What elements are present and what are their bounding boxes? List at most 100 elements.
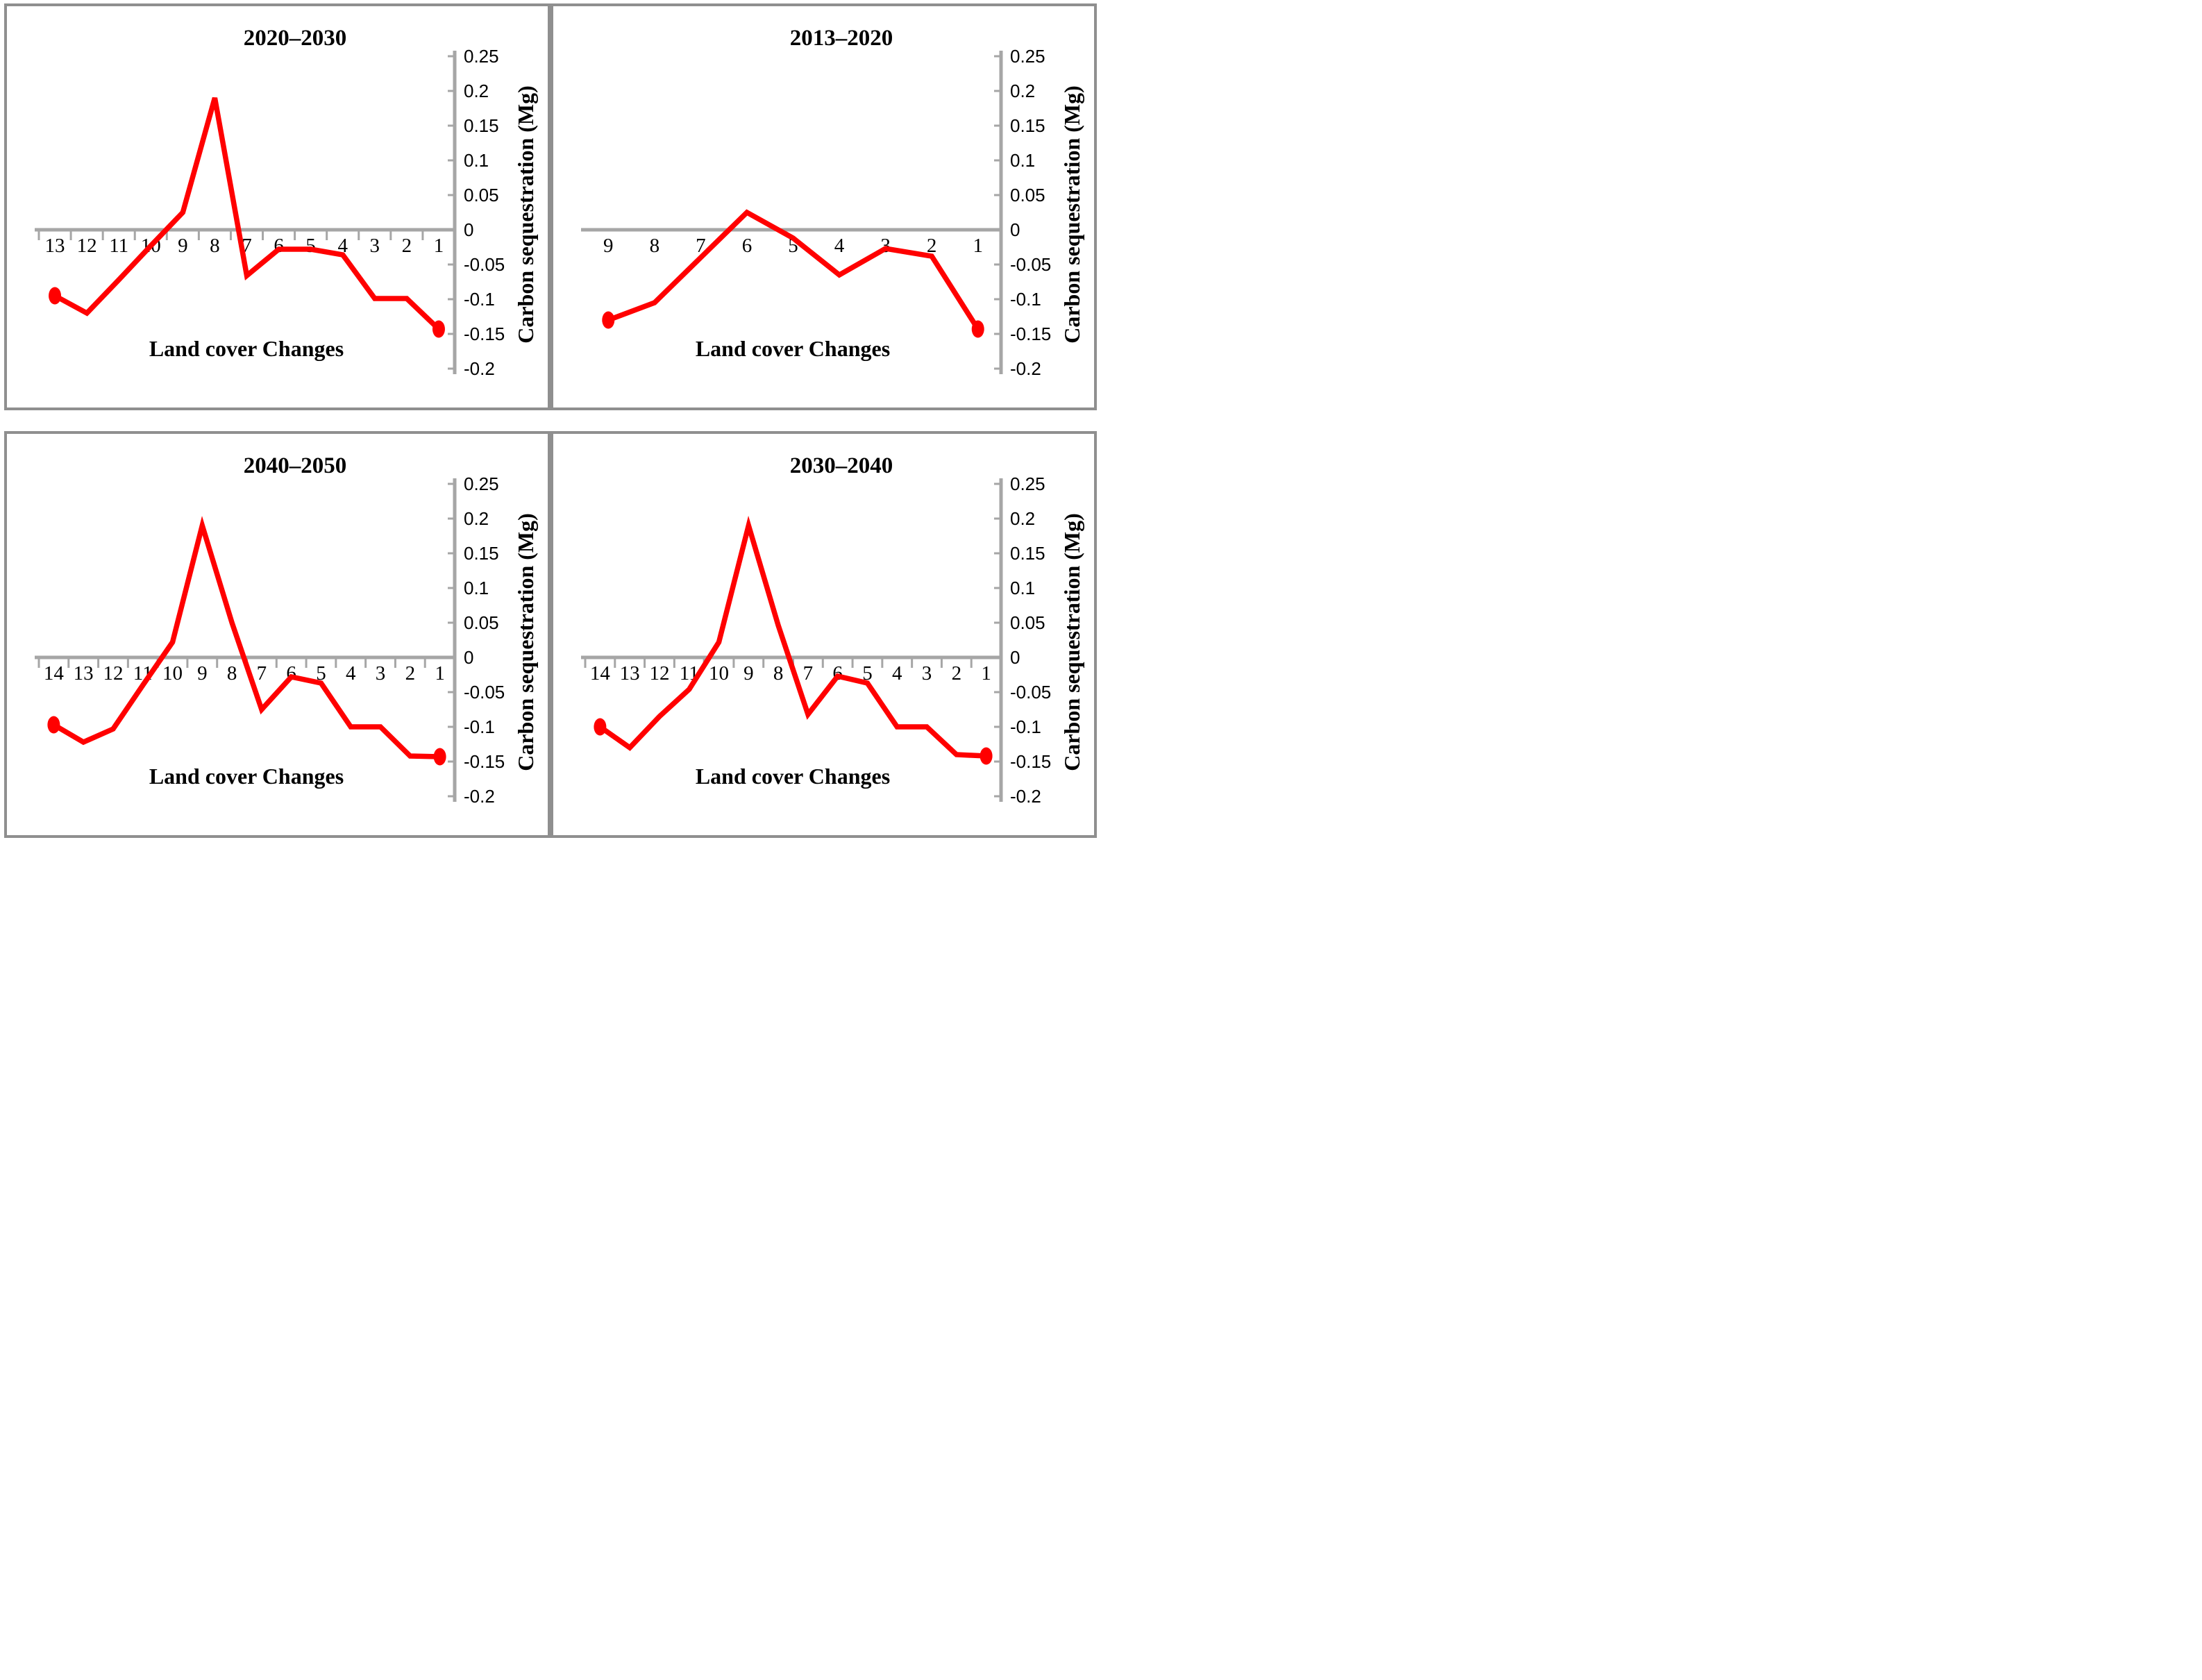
- x-tick-label: 8: [773, 662, 784, 684]
- x-axis-title: Land cover Changes: [696, 336, 890, 361]
- x-tick-label: 5: [862, 662, 873, 684]
- x-tick-label: 2: [402, 235, 412, 257]
- x-tick-label: 1: [981, 662, 991, 684]
- y-tick-label: -0.1: [1010, 716, 1041, 737]
- y-tick-label: 0.2: [464, 81, 489, 101]
- x-axis-title: Land cover Changes: [696, 764, 890, 789]
- x-tick-label: 8: [650, 235, 660, 257]
- endpoint-marker: [433, 748, 446, 766]
- x-tick-label: 9: [603, 235, 614, 257]
- y-axis-title: Carbon sequestration (Mg): [513, 85, 538, 344]
- x-tick-label: 4: [346, 662, 356, 684]
- x-axis-title: Land cover Changes: [149, 764, 344, 789]
- page: 2020–2030 13 12 11 10 9 8 7 6 5 4 3 2 1 0.25 0.2 0.15 0.1…: [0, 0, 1101, 842]
- x-tick-label: 4: [337, 235, 348, 257]
- chart-panel-2020-2030: 2020–2030 13 12 11 10 9 8 7 6 5 4 3 2 1 0.25 0.2 0.15 0.1…: [4, 3, 550, 410]
- x-tick-label: 12: [77, 235, 97, 257]
- y-tick-label: -0.2: [464, 786, 495, 807]
- y-tick-label: -0.1: [464, 716, 495, 737]
- x-tick-label: 13: [74, 662, 94, 684]
- x-tick-label: 3: [922, 662, 932, 684]
- endpoint-marker: [47, 716, 60, 734]
- x-tick-label: 1: [973, 235, 983, 257]
- y-tick-label: -0.05: [1010, 682, 1051, 703]
- y-axis-title: Carbon sequestration (Mg): [1059, 85, 1084, 344]
- x-tick-label: 3: [370, 235, 380, 257]
- chart-title: 2040–2050: [244, 453, 347, 478]
- x-tick-label: 12: [103, 662, 123, 684]
- endpoint-marker: [594, 718, 607, 736]
- data-line: [605, 209, 981, 332]
- y-tick-label: 0.15: [464, 543, 499, 564]
- y-tick-label: 0: [1010, 219, 1020, 240]
- y-tick-label: -0.05: [464, 254, 505, 275]
- x-tick-label: 10: [709, 662, 729, 684]
- x-tick-label: 3: [376, 662, 386, 684]
- y-tick-label: 0.25: [1010, 473, 1045, 494]
- chart-title: 2030–2040: [790, 453, 893, 478]
- chart-title: 2020–2030: [244, 26, 347, 51]
- x-tick-label: 14: [44, 662, 65, 684]
- y-tick-label: 0.1: [464, 150, 489, 171]
- y-tick-label: 0.1: [1010, 150, 1035, 171]
- x-tick-label: 13: [620, 662, 640, 684]
- x-tick-label: 4: [834, 235, 845, 257]
- x-tick-label: 11: [109, 235, 128, 257]
- x-tick-label: 4: [892, 662, 902, 684]
- x-axis-title: Land cover Changes: [149, 336, 344, 361]
- y-tick-label: -0.1: [464, 289, 495, 310]
- x-tick-label: 2: [405, 662, 416, 684]
- y-tick-label: -0.15: [464, 751, 505, 772]
- chart-panel-2040-2050: 2040–2050 14 13 12 11 10 9 8 7 6 5 4 3 2 1 0.25 0.2 0.15 0…: [4, 431, 550, 838]
- x-tick-label: 13: [45, 235, 65, 257]
- y-tick-label: 0.25: [1010, 46, 1045, 67]
- y-tick-label: -0.15: [1010, 324, 1051, 344]
- chart-panel-2030-2040: 2030–2040 14 13 12 11 10 9 8 7 6 5 4 3 2 1 0.25 0.2 0.15 0…: [550, 431, 1097, 838]
- y-tick-label: 0.05: [1010, 185, 1045, 205]
- y-tick-label: -0.1: [1010, 289, 1041, 310]
- y-tick-label: 0.05: [1010, 612, 1045, 633]
- chart-title: 2013–2020: [790, 26, 893, 51]
- x-tick-label: 1: [434, 235, 444, 257]
- x-tick-label: 5: [316, 662, 326, 684]
- y-tick-label: 0: [464, 219, 473, 240]
- x-tick-label: 9: [743, 662, 754, 684]
- y-tick-label: -0.2: [464, 358, 495, 379]
- y-tick-label: 0.25: [464, 46, 499, 67]
- x-tick-label: 7: [696, 235, 706, 257]
- y-tick-label: 0: [464, 647, 473, 668]
- y-tick-label: 0.05: [464, 185, 499, 205]
- x-tick-label: 1: [435, 662, 445, 684]
- y-tick-label: -0.05: [1010, 254, 1051, 275]
- y-tick-label: -0.15: [464, 324, 505, 344]
- x-tick-label: 2: [927, 235, 937, 257]
- y-tick-label: 0.15: [1010, 543, 1045, 564]
- x-tick-label: 7: [257, 662, 267, 684]
- endpoint-marker: [49, 287, 62, 305]
- y-tick-label: -0.05: [464, 682, 505, 703]
- endpoint-marker: [980, 747, 993, 765]
- x-tick-label: 14: [590, 662, 611, 684]
- x-tick-label: 9: [178, 235, 188, 257]
- y-tick-label: 0.1: [464, 578, 489, 598]
- x-tick-label: 2: [952, 662, 962, 684]
- y-tick-label: 0.25: [464, 473, 499, 494]
- chart-panel-2013-2020: 2013–2020 9 8 7 6 5 4 3 2 1 0.25 0.2 0.15 0.1 0.05 0 -0.…: [550, 3, 1097, 410]
- y-axis-title: Carbon sequestration (Mg): [1059, 513, 1084, 771]
- y-tick-label: 0.2: [464, 508, 489, 529]
- y-tick-label: -0.15: [1010, 751, 1051, 772]
- x-tick-label: 12: [649, 662, 669, 684]
- data-line: [51, 516, 443, 759]
- endpoint-marker: [602, 311, 615, 329]
- y-tick-label: 0.05: [464, 612, 499, 633]
- y-tick-label: -0.2: [1010, 786, 1041, 807]
- y-tick-label: 0.15: [1010, 115, 1045, 136]
- x-tick-label: 7: [803, 662, 814, 684]
- y-tick-label: 0.15: [464, 115, 499, 136]
- x-tick-label: 10: [162, 662, 183, 684]
- charts-grid: 2020–2030 13 12 11 10 9 8 7 6 5 4 3 2 1 0.25 0.2 0.15 0.1…: [4, 3, 1097, 838]
